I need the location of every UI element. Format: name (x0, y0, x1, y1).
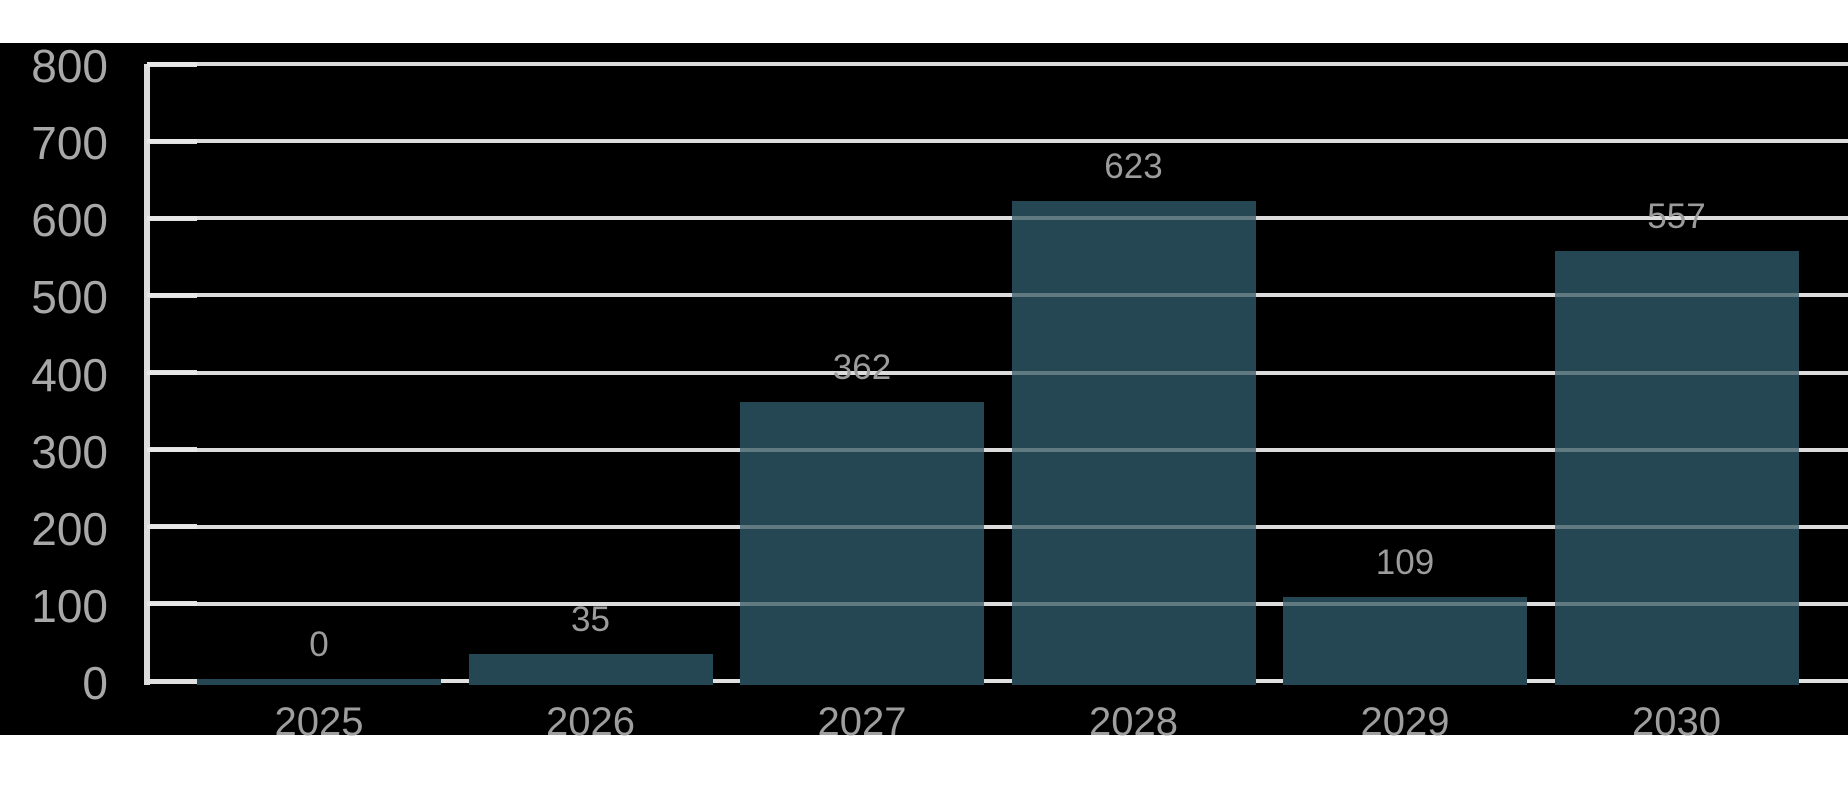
bar-2029 (1283, 596, 1527, 685)
y-axis-tick (147, 601, 197, 607)
x-axis-label: 2027 (817, 700, 907, 744)
y-axis-tick (147, 370, 197, 375)
y-axis-label: 300 (31, 425, 108, 478)
gridline (147, 293, 1848, 298)
gridline-overlay (147, 139, 1848, 144)
gridline (147, 62, 1848, 66)
bar-2030 (1554, 251, 1799, 685)
value-label: 0 (309, 625, 329, 664)
y-axis-label: 200 (31, 502, 108, 555)
gridline (147, 601, 1848, 606)
y-axis-tick (147, 61, 197, 67)
gridline-overlay (147, 601, 1848, 606)
x-axis-label: 2028 (1089, 700, 1178, 744)
y-axis-tick (147, 292, 197, 298)
gridline (147, 139, 1848, 144)
gridline (147, 447, 1848, 452)
y-axis-label: 400 (31, 348, 108, 401)
value-label: 362 (832, 347, 892, 387)
value-label: 35 (571, 600, 610, 640)
gridline-overlay (147, 370, 1848, 375)
gridline (147, 524, 1848, 529)
gridline (147, 370, 1848, 375)
y-axis-tick (147, 215, 197, 221)
y-axis-label: 600 (31, 194, 108, 247)
bar-2026 (468, 654, 713, 685)
bar-2025 (197, 679, 441, 685)
y-axis-label: 100 (31, 579, 108, 632)
y-axis-tick (147, 138, 197, 144)
x-axis-baseline (147, 679, 1848, 683)
y-axis-label: 500 (31, 271, 108, 324)
value-label: 623 (1104, 146, 1163, 186)
x-axis-label: 2030 (1632, 700, 1721, 744)
gridline-overlay (147, 62, 1848, 66)
y-axis-tick (147, 524, 197, 530)
x-axis-label: 2026 (546, 700, 635, 744)
y-axis-label: 700 (31, 117, 108, 170)
value-label: 109 (1375, 542, 1435, 582)
bar-2028 (1011, 200, 1256, 685)
gridline-overlay (147, 293, 1848, 298)
gridline (147, 216, 1848, 221)
x-axis-label: 2025 (274, 700, 364, 744)
gridline-overlay (147, 524, 1848, 529)
value-label: 557 (1647, 197, 1706, 237)
chart-canvas: 800 700 600 500 400 300 200 100 0 0 2025 35 2026 362 2… (0, 40, 1848, 742)
y-axis-tick (147, 678, 197, 684)
y-axis-label: 0 (82, 657, 108, 709)
gridline-overlay (147, 216, 1848, 221)
bar-2027 (740, 401, 984, 685)
y-axis-label: 800 (31, 40, 108, 92)
y-axis-tick (147, 447, 197, 453)
x-axis-label: 2029 (1360, 700, 1450, 744)
gridline-overlay (147, 447, 1848, 452)
